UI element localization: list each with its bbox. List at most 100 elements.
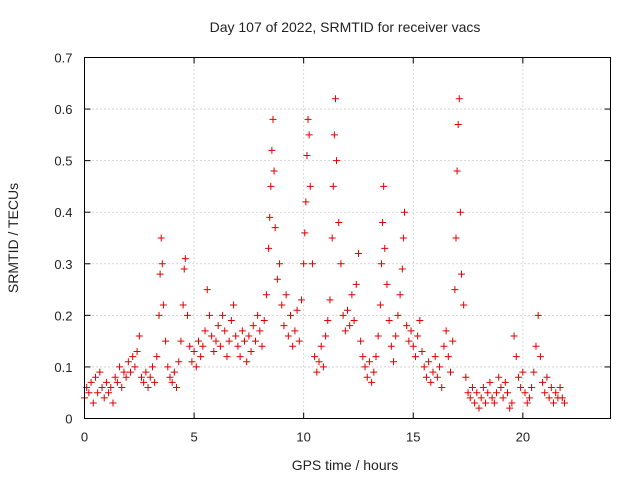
data-point [301, 229, 309, 237]
data-point [536, 353, 544, 361]
data-point [348, 291, 356, 299]
data-point [440, 342, 448, 350]
data-point [416, 317, 424, 325]
data-point [236, 353, 244, 361]
data-point [326, 296, 334, 304]
data-point [545, 394, 553, 402]
data-point [266, 213, 274, 221]
data-point [151, 378, 159, 386]
data-point [131, 363, 139, 371]
data-point [333, 157, 341, 165]
data-point [493, 389, 501, 397]
data-point [361, 363, 369, 371]
data-point [192, 363, 200, 371]
data-point [133, 347, 141, 355]
data-point [153, 353, 161, 361]
data-point [381, 244, 389, 252]
data-point [85, 389, 93, 397]
data-point [462, 373, 470, 381]
data-point [556, 384, 564, 392]
data-point [425, 358, 433, 366]
data-point [265, 244, 273, 252]
data-point [331, 95, 339, 103]
data-point [146, 373, 154, 381]
data-point [162, 337, 170, 345]
data-point [105, 389, 113, 397]
data-point [392, 332, 400, 340]
data-series-srmtid [81, 95, 568, 412]
data-point [387, 342, 395, 350]
x-tick-label: 5 [190, 430, 197, 445]
data-point [124, 358, 132, 366]
data-point [186, 342, 194, 350]
data-point [329, 182, 337, 190]
data-point [118, 384, 126, 392]
data-point [144, 384, 152, 392]
data-point [431, 353, 439, 361]
data-point [89, 399, 97, 407]
data-point [158, 260, 166, 268]
data-point [444, 353, 452, 361]
data-point [368, 378, 376, 386]
data-point [311, 353, 319, 361]
data-point [96, 368, 104, 376]
data-point [442, 327, 450, 335]
data-point [550, 399, 558, 407]
data-point [293, 306, 301, 314]
data-point [300, 260, 308, 268]
data-point [365, 358, 373, 366]
data-point [251, 337, 259, 345]
data-point [304, 115, 312, 123]
data-point [377, 260, 385, 268]
data-point [210, 347, 218, 355]
data-point [541, 389, 549, 397]
data-point [398, 265, 406, 273]
data-point [234, 342, 242, 350]
data-point [156, 270, 164, 278]
data-point [249, 322, 257, 330]
y-axis-label: SRMTID / TECUs [5, 183, 21, 293]
data-point [534, 311, 542, 319]
data-point [282, 291, 290, 299]
data-point [140, 378, 148, 386]
data-point [214, 322, 222, 330]
data-point [181, 255, 189, 263]
data-point [357, 337, 365, 345]
data-point [268, 146, 276, 154]
data-point [506, 404, 514, 412]
data-point [530, 368, 538, 376]
data-point [560, 399, 568, 407]
data-point [219, 311, 227, 319]
data-point [232, 332, 240, 340]
data-point [142, 368, 150, 376]
data-point [256, 327, 264, 335]
data-point [175, 358, 183, 366]
data-point [190, 347, 198, 355]
data-point [295, 337, 303, 345]
data-point [471, 399, 479, 407]
data-point [94, 389, 102, 397]
data-point [508, 399, 516, 407]
data-point [216, 342, 224, 350]
data-point [379, 219, 387, 227]
data-point [449, 337, 457, 345]
data-point [514, 373, 522, 381]
data-point [305, 131, 313, 139]
data-point [447, 368, 455, 376]
y-axis: 0 0.1 0.2 0.3 0.4 0.5 0.6 0.7 [54, 51, 611, 427]
data-point [179, 301, 187, 309]
data-point [267, 182, 275, 190]
data-point [100, 394, 108, 402]
y-tick-label: 0.4 [54, 205, 72, 220]
data-point [107, 384, 115, 392]
data-point [433, 373, 441, 381]
data-point [91, 373, 99, 381]
data-point [363, 373, 371, 381]
data-point [221, 327, 229, 335]
data-point [148, 363, 156, 371]
data-point [328, 234, 336, 242]
data-point [269, 115, 277, 123]
data-point [374, 332, 382, 340]
data-point [238, 327, 246, 335]
